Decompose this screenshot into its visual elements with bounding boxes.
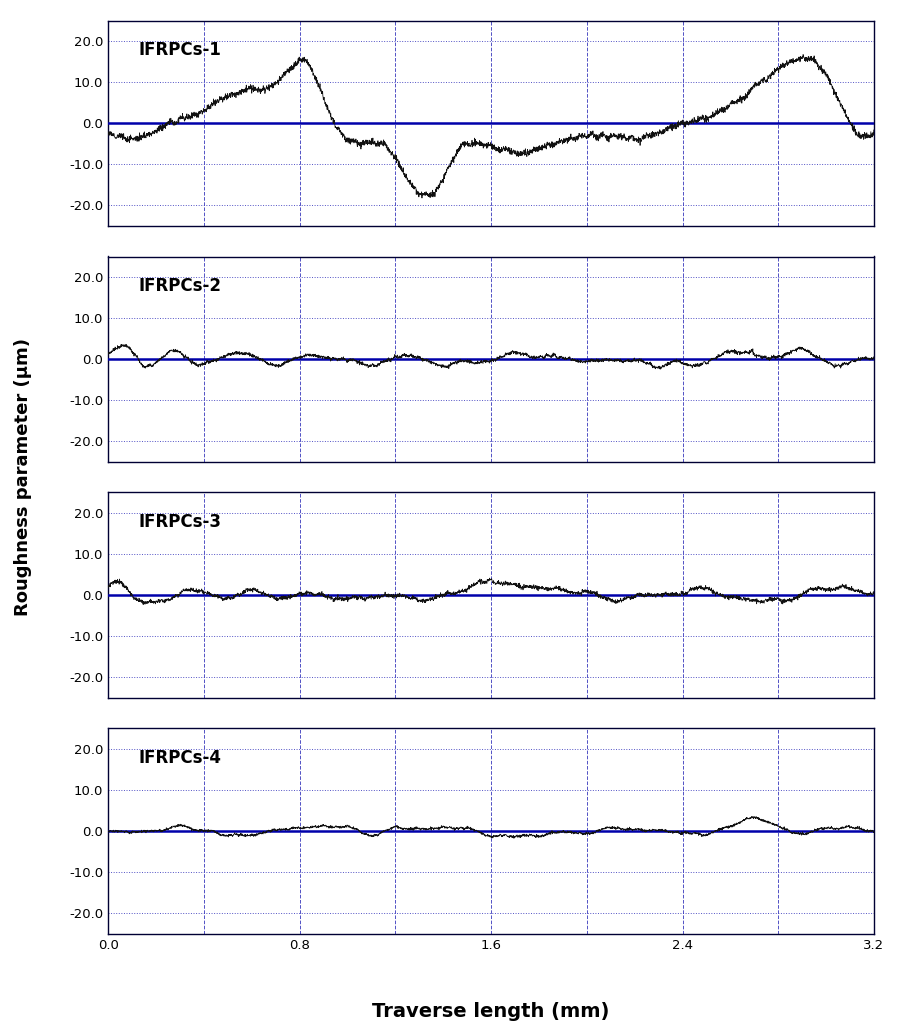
Text: IFRPCs-1: IFRPCs-1 [139,41,222,60]
Text: IFRPCs-3: IFRPCs-3 [139,513,222,531]
Text: IFRPCs-2: IFRPCs-2 [139,277,222,295]
Text: Traverse length (mm): Traverse length (mm) [372,1001,610,1021]
Text: Roughness parameter (μm): Roughness parameter (μm) [14,339,32,616]
Text: IFRPCs-4: IFRPCs-4 [139,749,222,767]
